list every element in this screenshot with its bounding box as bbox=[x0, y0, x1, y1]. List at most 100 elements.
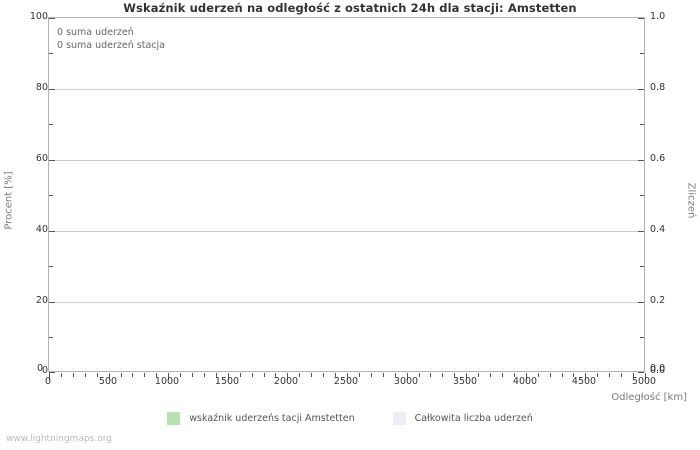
x-axis-tick-4000: 4000 bbox=[512, 376, 538, 387]
x-axis-tick-5000: 5000 bbox=[631, 376, 657, 387]
xtick-minor-4200 bbox=[550, 373, 551, 377]
ytick-major-100 bbox=[49, 18, 55, 19]
y-axis-right-tick-0-6: 0.6 bbox=[650, 153, 666, 164]
ytick-minor-10 bbox=[49, 337, 53, 338]
y2tick-minor-0-3 bbox=[640, 266, 644, 267]
xtick-minor-900 bbox=[156, 373, 157, 377]
xtick-minor-400 bbox=[97, 373, 98, 377]
legend-label-1: Całkowita liczba uderzeń bbox=[414, 413, 533, 424]
y2tick-minor-0-1 bbox=[640, 337, 644, 338]
ytick-major-40 bbox=[49, 231, 55, 232]
x-axis-tick-3000: 3000 bbox=[393, 376, 419, 387]
y2tick-minor-0-5 bbox=[640, 195, 644, 196]
xtick-minor-200 bbox=[73, 373, 74, 377]
ytick-major-20 bbox=[49, 302, 55, 303]
xtick-minor-700 bbox=[132, 373, 133, 377]
y-axis-right-tick-0-8: 0.8 bbox=[650, 82, 666, 93]
xtick-minor-3100 bbox=[419, 373, 420, 377]
xtick-major-1000 bbox=[168, 373, 169, 380]
xtick-minor-1900 bbox=[275, 373, 276, 377]
y-axis-right-origin-label: 0.0 bbox=[650, 363, 666, 374]
xtick-minor-2600 bbox=[359, 373, 360, 377]
y-axis-left-origin-label: 0 bbox=[37, 363, 44, 374]
y-axis-right-tick-0-4: 0.4 bbox=[650, 224, 666, 235]
xtick-major-500 bbox=[109, 373, 110, 380]
y-axis-left-tick-20: 20 bbox=[35, 295, 48, 306]
y-axis-right-tick-0-0: 0.0 bbox=[650, 365, 666, 376]
y-axis-left-tick-80: 80 bbox=[35, 82, 48, 93]
xtick-minor-1600 bbox=[240, 373, 241, 377]
x-axis-tick-1500: 1500 bbox=[214, 376, 240, 387]
ytick-major-60 bbox=[49, 160, 55, 161]
ytick-minor-70 bbox=[49, 124, 53, 125]
x-axis-tick-4500: 4500 bbox=[571, 376, 597, 387]
x-axis-tick-1000: 1000 bbox=[154, 376, 180, 387]
plot-area: 0 suma uderzeń 0 suma uderzeń stacja bbox=[48, 17, 646, 380]
y-axis-left-tick-0: 0 bbox=[41, 365, 48, 376]
y2tick-major-0-8 bbox=[638, 89, 644, 90]
xtick-minor-800 bbox=[144, 373, 145, 377]
xtick-minor-2100 bbox=[299, 373, 300, 377]
y-axis-right-title: Zliczeń bbox=[685, 182, 697, 219]
gridline-y-60 bbox=[49, 160, 644, 161]
xtick-minor-3800 bbox=[502, 373, 503, 377]
ytick-major-80 bbox=[49, 89, 55, 90]
xtick-minor-3200 bbox=[430, 373, 431, 377]
xtick-minor-3300 bbox=[442, 373, 443, 377]
xtick-minor-4300 bbox=[562, 373, 563, 377]
y-axis-left-title: Procent [%] bbox=[3, 171, 15, 230]
gridline-y-80 bbox=[49, 89, 644, 90]
xtick-minor-4800 bbox=[621, 373, 622, 377]
y2tick-major-0-2 bbox=[638, 302, 644, 303]
xtick-major-3500 bbox=[466, 373, 467, 380]
y2tick-major-0-6 bbox=[638, 160, 644, 161]
xtick-minor-4700 bbox=[609, 373, 610, 377]
xtick-minor-300 bbox=[85, 373, 86, 377]
x-axis-tick-3500: 3500 bbox=[452, 376, 478, 387]
xtick-minor-2400 bbox=[335, 373, 336, 377]
plot-annotation: 0 suma uderzeń 0 suma uderzeń stacja bbox=[57, 27, 165, 52]
ytick-minor-90 bbox=[49, 53, 53, 54]
x-axis-title: Odległość [km] bbox=[611, 392, 687, 403]
xtick-major-1500 bbox=[228, 373, 229, 380]
xtick-major-3000 bbox=[407, 373, 408, 380]
xtick-major-2000 bbox=[287, 373, 288, 380]
xtick-major-4500 bbox=[585, 373, 586, 380]
ytick-minor-30 bbox=[49, 266, 53, 267]
y2tick-major-0-0 bbox=[638, 372, 644, 373]
ytick-major-0 bbox=[49, 372, 55, 373]
legend-swatch-icon-1 bbox=[392, 412, 406, 425]
xtick-major-0 bbox=[49, 373, 50, 380]
xtick-minor-3700 bbox=[490, 373, 491, 377]
annotation-line-2: 0 suma uderzeń stacja bbox=[57, 39, 165, 51]
ytick-minor-50 bbox=[49, 195, 53, 196]
xtick-major-2500 bbox=[347, 373, 348, 380]
xtick-minor-4400 bbox=[573, 373, 574, 377]
xtick-minor-2300 bbox=[323, 373, 324, 377]
xtick-minor-1700 bbox=[252, 373, 253, 377]
xtick-minor-1800 bbox=[264, 373, 265, 377]
xtick-minor-1300 bbox=[204, 373, 205, 377]
xtick-minor-1400 bbox=[216, 373, 217, 377]
xtick-minor-1100 bbox=[180, 373, 181, 377]
y-axis-left-tick-60: 60 bbox=[35, 153, 48, 164]
chart-legend: wskaźnik uderzeńs tacji Amstetten Całkowi… bbox=[0, 412, 700, 425]
x-axis-tick-0: 0 bbox=[44, 376, 52, 387]
x-axis-tick-500: 500 bbox=[98, 376, 118, 387]
xtick-minor-3400 bbox=[454, 373, 455, 377]
legend-swatch-icon-0 bbox=[167, 412, 181, 425]
xtick-minor-600 bbox=[121, 373, 122, 377]
legend-label-0: wskaźnik uderzeńs tacji Amstetten bbox=[189, 413, 355, 424]
legend-item-1[interactable]: Całkowita liczba uderzeń bbox=[392, 412, 533, 425]
xtick-minor-100 bbox=[61, 373, 62, 377]
y-axis-left-tick-40: 40 bbox=[35, 224, 48, 235]
xtick-minor-4900 bbox=[633, 373, 634, 377]
page-title: Wskaźnik uderzeń na odległość z ostatnic… bbox=[123, 1, 577, 15]
legend-item-0[interactable]: wskaźnik uderzeńs tacji Amstetten bbox=[167, 412, 355, 425]
y2tick-major-0-4 bbox=[638, 231, 644, 232]
gridline-y-20 bbox=[49, 302, 644, 303]
y-axis-right-tick-1-0: 1.0 bbox=[650, 11, 666, 22]
xtick-minor-2900 bbox=[395, 373, 396, 377]
x-axis-tick-2000: 2000 bbox=[273, 376, 299, 387]
y-axis-right-tick-0-2: 0.2 bbox=[650, 295, 666, 306]
